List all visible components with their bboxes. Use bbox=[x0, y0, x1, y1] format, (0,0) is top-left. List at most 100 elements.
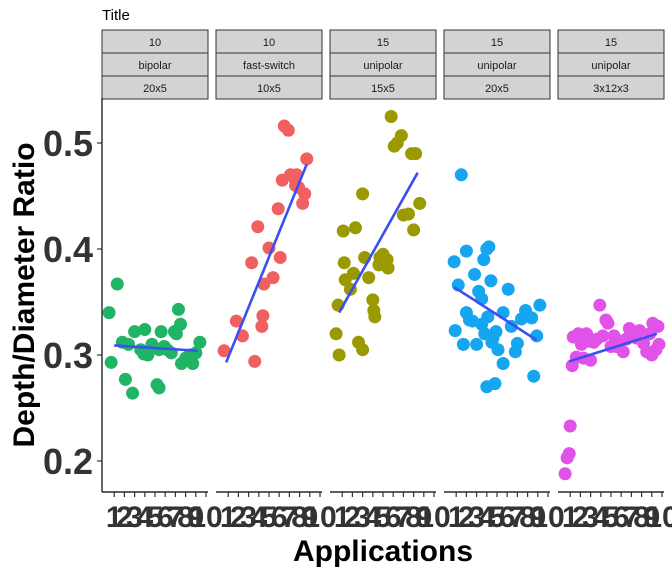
data-point bbox=[454, 168, 468, 182]
strip-box bbox=[215, 75, 323, 100]
x-tick-label: 3 bbox=[126, 501, 143, 534]
x-tick-label: 9 bbox=[187, 501, 204, 534]
strip-label: fast-switch bbox=[243, 60, 295, 72]
strip-label: 10x5 bbox=[257, 83, 281, 95]
data-point bbox=[271, 202, 285, 216]
x-tick-label: 10 bbox=[303, 501, 336, 534]
strip-label: 15 bbox=[377, 37, 389, 49]
data-point bbox=[118, 372, 132, 386]
x-tick-label: 8 bbox=[405, 501, 422, 534]
data-point bbox=[468, 267, 482, 281]
data-point bbox=[126, 386, 140, 400]
data-point bbox=[300, 152, 314, 166]
data-point bbox=[138, 323, 152, 337]
x-tick-label: 1 bbox=[562, 501, 579, 534]
strip-label: 10 bbox=[263, 37, 275, 49]
data-point bbox=[485, 335, 499, 349]
strip-box bbox=[557, 75, 665, 100]
x-tick-label: 9 bbox=[415, 501, 432, 534]
strip-box bbox=[101, 75, 209, 100]
strip-label: 20x5 bbox=[143, 83, 167, 95]
data-point bbox=[373, 250, 387, 264]
data-point bbox=[402, 207, 415, 221]
data-point bbox=[366, 293, 380, 307]
data-point bbox=[193, 335, 207, 349]
data-point bbox=[645, 348, 659, 362]
data-point bbox=[356, 187, 370, 201]
data-point bbox=[217, 344, 231, 358]
data-point bbox=[409, 147, 423, 161]
data-point bbox=[329, 327, 343, 341]
x-tick-label: 4 bbox=[136, 501, 153, 534]
data-point bbox=[456, 337, 470, 351]
x-tick-label: 10 bbox=[417, 501, 450, 534]
data-point bbox=[477, 253, 491, 267]
data-point bbox=[255, 319, 269, 333]
data-point bbox=[128, 325, 142, 339]
chart-title: Title bbox=[102, 7, 130, 24]
x-tick-label: 3 bbox=[468, 501, 485, 534]
strip-label: 10 bbox=[149, 37, 161, 49]
x-tick-label: 7 bbox=[623, 501, 640, 534]
data-point bbox=[527, 369, 541, 383]
x-tick-label: 2 bbox=[230, 501, 247, 534]
data-point bbox=[601, 316, 615, 330]
x-tick-label: 7 bbox=[281, 501, 298, 534]
x-tick-label: 10 bbox=[531, 501, 564, 534]
data-point bbox=[407, 223, 421, 237]
data-point bbox=[356, 343, 370, 357]
x-tick-label: 6 bbox=[613, 501, 630, 534]
trend-line bbox=[114, 344, 198, 353]
x-tick-label: 5 bbox=[489, 501, 506, 534]
x-tick-label: 4 bbox=[478, 501, 495, 534]
y-axis-ticks: 0.2 0.3 0.4 0.5 bbox=[43, 123, 102, 482]
data-point bbox=[266, 271, 280, 285]
x-tick-label: 2 bbox=[116, 501, 133, 534]
strip-label: 15 bbox=[605, 37, 617, 49]
x-tick-label: 4 bbox=[250, 501, 267, 534]
data-point bbox=[362, 271, 376, 285]
data-point bbox=[496, 356, 510, 370]
data-point bbox=[593, 298, 607, 312]
x-tick-label: 1 bbox=[334, 501, 351, 534]
data-point bbox=[110, 277, 124, 291]
data-point bbox=[281, 123, 295, 137]
data-point bbox=[348, 221, 362, 235]
data-point bbox=[245, 256, 259, 270]
data-point bbox=[121, 337, 135, 351]
data-point bbox=[384, 110, 398, 123]
strip-label: unipolar bbox=[363, 60, 402, 72]
x-tick-label: 1 bbox=[448, 501, 465, 534]
x-tick-label: 3 bbox=[240, 501, 257, 534]
data-point bbox=[558, 467, 572, 481]
facet-panels: 10bipolar20x51234567891010fast-switch10x… bbox=[101, 29, 672, 534]
x-tick-label: 8 bbox=[633, 501, 650, 534]
data-point bbox=[482, 240, 496, 254]
x-tick-label: 6 bbox=[157, 501, 174, 534]
y-tick-label: 0.3 bbox=[43, 335, 93, 376]
x-tick-label: 2 bbox=[344, 501, 361, 534]
data-point bbox=[533, 298, 547, 312]
x-tick-label: 6 bbox=[499, 501, 516, 534]
data-point bbox=[596, 329, 610, 343]
data-point bbox=[186, 356, 200, 370]
data-point bbox=[484, 274, 498, 288]
data-point bbox=[368, 310, 382, 324]
data-point bbox=[413, 196, 427, 210]
x-tick-label: 4 bbox=[364, 501, 381, 534]
data-point bbox=[489, 325, 503, 339]
x-tick-label: 1 bbox=[106, 501, 123, 534]
x-tick-label: 2 bbox=[572, 501, 589, 534]
strip-label: unipolar bbox=[477, 60, 516, 72]
x-tick-label: 6 bbox=[385, 501, 402, 534]
x-tick-label: 8 bbox=[177, 501, 194, 534]
x-tick-label: 1 bbox=[220, 501, 237, 534]
y-tick-label: 0.5 bbox=[43, 123, 93, 164]
data-point bbox=[562, 447, 576, 461]
x-tick-label: 9 bbox=[529, 501, 546, 534]
x-tick-label: 5 bbox=[603, 501, 620, 534]
data-point bbox=[633, 324, 647, 338]
